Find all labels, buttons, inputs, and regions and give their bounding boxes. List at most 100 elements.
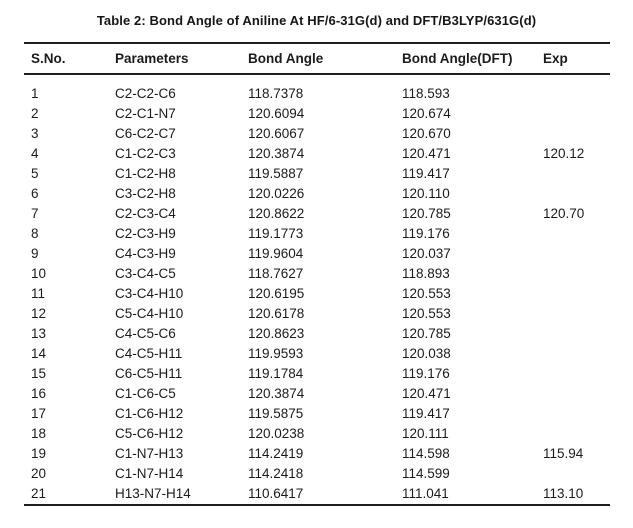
cell-sno: 21 xyxy=(31,486,47,501)
cell-sno: 9 xyxy=(31,246,39,261)
cell-bond-angle: 120.0226 xyxy=(248,186,305,201)
cell-parameter: C4-C5-H11 xyxy=(115,346,183,361)
cell-sno: 12 xyxy=(31,306,47,321)
table-row: 3 C6-C2-C7 120.6067 120.670 xyxy=(24,124,610,144)
cell-sno: 19 xyxy=(31,446,47,461)
cell-bond-angle-dft: 120.037 xyxy=(402,246,451,261)
cell-sno: 8 xyxy=(31,226,39,241)
cell-bond-angle-dft: 120.785 xyxy=(402,326,451,341)
cell-bond-angle-dft: 118.893 xyxy=(402,266,450,281)
cell-sno: 1 xyxy=(31,86,39,101)
column-header-exp: Exp xyxy=(543,51,568,66)
column-header-bond-angle-dft: Bond Angle(DFT) xyxy=(402,51,513,66)
table-row: 5 C1-C2-H8 119.5887 119.417 xyxy=(24,164,610,184)
cell-parameter: C4-C5-C6 xyxy=(115,326,176,341)
table-row: 16 C1-C6-C5 120.3874 120.471 xyxy=(24,384,610,404)
cell-bond-angle: 120.0238 xyxy=(248,426,305,441)
table-row: 19 C1-N7-H13 114.2419 114.598 115.94 xyxy=(24,444,610,464)
cell-bond-angle: 120.6195 xyxy=(248,286,305,301)
table-row: 10 C3-C4-C5 118.7627 118.893 xyxy=(24,264,610,284)
table-row: 2 C2-C1-N7 120.6094 120.674 xyxy=(24,104,610,124)
cell-parameter: C1-C6-C5 xyxy=(115,386,176,401)
cell-bond-angle-dft: 120.110 xyxy=(402,186,450,201)
cell-parameter: C1-C6-H12 xyxy=(115,406,184,421)
cell-sno: 20 xyxy=(31,466,47,481)
cell-sno: 18 xyxy=(31,426,47,441)
cell-sno: 14 xyxy=(31,346,47,361)
cell-exp: 113.10 xyxy=(543,486,584,501)
cell-parameter: C2-C1-N7 xyxy=(115,106,176,121)
cell-bond-angle: 119.1784 xyxy=(248,366,304,381)
table-row: 15 C6-C5-H11 119.1784 119.176 xyxy=(24,364,610,384)
table-row: 20 C1-N7-H14 114.2418 114.599 xyxy=(24,464,610,484)
cell-parameter: C1-N7-H13 xyxy=(115,446,184,461)
cell-sno: 5 xyxy=(31,166,39,181)
table-row: 8 C2-C3-H9 119.1773 119.176 xyxy=(24,224,610,244)
cell-parameter: C2-C3-H9 xyxy=(115,226,176,241)
cell-bond-angle-dft: 119.176 xyxy=(402,226,450,241)
cell-sno: 6 xyxy=(31,186,39,201)
cell-sno: 10 xyxy=(31,266,47,281)
cell-bond-angle-dft: 119.417 xyxy=(402,406,450,421)
cell-parameter: C2-C3-C4 xyxy=(115,206,176,221)
cell-bond-angle: 118.7378 xyxy=(248,86,304,101)
cell-parameter: C2-C2-C6 xyxy=(115,86,176,101)
cell-parameter: C6-C2-C7 xyxy=(115,126,176,141)
cell-bond-angle: 120.6178 xyxy=(248,306,305,321)
cell-bond-angle: 120.6094 xyxy=(248,106,305,121)
cell-bond-angle: 114.2418 xyxy=(248,466,304,481)
cell-parameter: C5-C6-H12 xyxy=(115,426,184,441)
cell-bond-angle-dft: 120.553 xyxy=(402,286,451,301)
table-row: 7 C2-C3-C4 120.8622 120.785 120.70 xyxy=(24,204,610,224)
table-row: 9 C4-C3-H9 119.9604 120.037 xyxy=(24,244,610,264)
cell-bond-angle-dft: 118.593 xyxy=(402,86,450,101)
cell-bond-angle: 114.2419 xyxy=(248,446,304,461)
cell-bond-angle-dft: 120.670 xyxy=(402,126,451,141)
cell-parameter: C1-C2-H8 xyxy=(115,166,176,181)
cell-sno: 4 xyxy=(31,146,39,161)
cell-bond-angle: 110.6417 xyxy=(248,486,304,501)
table-row: 1 C2-C2-C6 118.7378 118.593 xyxy=(24,84,610,104)
cell-bond-angle-dft: 119.417 xyxy=(402,166,450,181)
cell-bond-angle-dft: 120.553 xyxy=(402,306,451,321)
cell-bond-angle-dft: 120.038 xyxy=(402,346,451,361)
cell-parameter: C3-C2-H8 xyxy=(115,186,176,201)
cell-sno: 11 xyxy=(31,286,46,301)
cell-bond-angle-dft: 114.598 xyxy=(402,446,450,461)
column-header-parameters: Parameters xyxy=(115,51,189,66)
table-row: 17 C1-C6-H12 119.5875 119.417 xyxy=(24,404,610,424)
table-header-row: S.No. Parameters Bond Angle Bond Angle(D… xyxy=(24,44,610,75)
cell-bond-angle: 118.7627 xyxy=(248,266,304,281)
cell-bond-angle-dft: 120.674 xyxy=(402,106,451,121)
cell-parameter: C3-C4-C5 xyxy=(115,266,176,281)
table-row: 13 C4-C5-C6 120.8623 120.785 xyxy=(24,324,610,344)
cell-parameter: C1-C2-C3 xyxy=(115,146,176,161)
cell-bond-angle: 119.9604 xyxy=(248,246,304,261)
cell-parameter: H13-N7-H14 xyxy=(115,486,191,501)
table-row: 4 C1-C2-C3 120.3874 120.471 120.12 xyxy=(24,144,610,164)
cell-bond-angle: 119.5887 xyxy=(248,166,304,181)
cell-bond-angle: 120.3874 xyxy=(248,386,305,401)
cell-sno: 15 xyxy=(31,366,47,381)
table-row: 6 C3-C2-H8 120.0226 120.110 xyxy=(24,184,610,204)
table-title: Table 2: Bond Angle of Aniline At HF/6-3… xyxy=(96,13,537,28)
bond-angle-table: S.No. Parameters Bond Angle Bond Angle(D… xyxy=(24,42,610,506)
cell-sno: 16 xyxy=(31,386,47,401)
cell-sno: 13 xyxy=(31,326,47,341)
cell-sno: 3 xyxy=(31,126,39,141)
table-row: 14 C4-C5-H11 119.9593 120.038 xyxy=(24,344,610,364)
cell-sno: 7 xyxy=(31,206,39,221)
cell-exp: 120.12 xyxy=(543,146,585,161)
cell-parameter: C6-C5-H11 xyxy=(115,366,183,381)
cell-bond-angle: 120.3874 xyxy=(248,146,305,161)
cell-bond-angle: 119.1773 xyxy=(248,226,304,241)
table-row: 12 C5-C4-H10 120.6178 120.553 xyxy=(24,304,610,324)
column-header-sno: S.No. xyxy=(31,51,66,66)
table-row: 11 C3-C4-H10 120.6195 120.553 xyxy=(24,284,610,304)
cell-parameter: C4-C3-H9 xyxy=(115,246,176,261)
cell-bond-angle-dft: 119.176 xyxy=(402,366,450,381)
cell-sno: 17 xyxy=(31,406,47,421)
cell-bond-angle-dft: 120.471 xyxy=(402,386,451,401)
table-row: 21 H13-N7-H14 110.6417 111.041 113.10 xyxy=(24,484,610,504)
